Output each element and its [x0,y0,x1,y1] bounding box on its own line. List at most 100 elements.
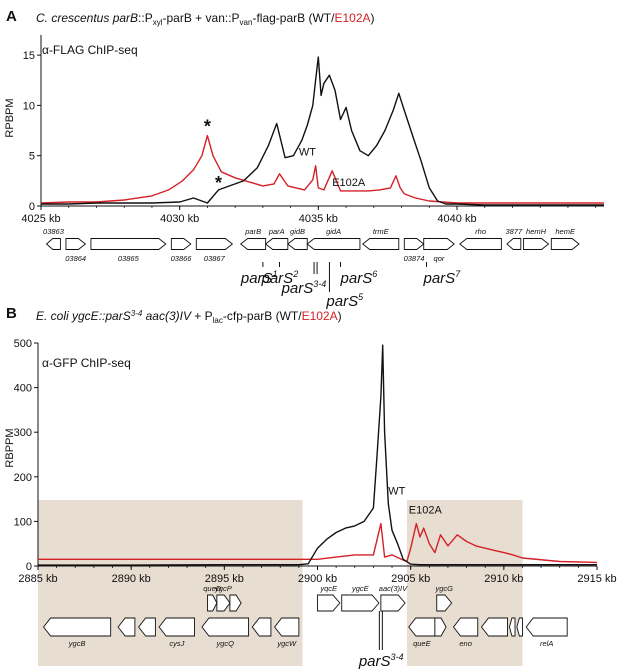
panel-a-gene-label: 03864 [65,254,86,263]
panel-b-gene-label: ygcW [276,639,297,648]
panel-b-gene-arrow [138,617,156,637]
panel-a-gene-arrow [361,238,400,250]
panel-b-y-tick-label: 100 [14,516,32,528]
panel-a-gene-arrow [65,238,87,250]
panel-b-gene-arrow [525,617,568,637]
panel-b-y-axis-label: RBPPM [4,428,16,467]
panel-a-gene-arrow [403,238,425,250]
panel-a-title-mutant: E102A [334,11,370,25]
panel-a-pars-label: parS3-4 [281,279,327,297]
panel-b-pars-label: parS3-4 [358,652,404,670]
panel-a-gene-label: gidA [326,227,341,236]
panel-a-title: C. crescentus parB::Pxyl-parB + van::Pva… [36,11,375,27]
panel-b-gene-arrow [380,594,406,612]
panel-b-title-part: aac(3)IV [142,309,192,323]
panel-a-y-tick-label: 5 [29,151,35,163]
panel-b-gene-arrow [480,617,509,637]
panel-a-y-tick-label: 15 [23,50,35,62]
panel-a-wt-trace [41,56,604,206]
panel-a-gene-label: qor [434,254,445,263]
panel-b-gene-label: ygcB [68,639,86,648]
panel-b-gene-arrow [274,617,300,637]
panel-label-a: A [6,8,17,25]
panel-a-x-tick-label: 4035 kb [299,213,338,225]
panel-b-x-tick-label: 2910 kb [484,573,523,585]
panel-a-gene-map: 03863 03864 03865 03866 03867 parB parA gidB gid… [43,227,580,263]
panel-b-gene-label: yqcE [319,584,338,593]
panel-a-gene-label: parB [244,227,261,236]
panel-a-y-axis-label: RPBPM [4,98,16,137]
panel-a-gene-arrow [195,238,234,250]
panel-b-shaded-regions [38,500,523,666]
panel-b-gene-label: queE [413,639,432,648]
panel-b-title-mutant: E102A [302,309,338,323]
panel-b-e102a-trace [38,522,598,564]
panel-a-gene-label: parA [268,227,285,236]
panel-b-shaded-region [38,500,303,666]
panel-b-gene-arrow [216,594,231,612]
panel-b-gene-arrow [341,594,380,612]
panel-b-title: E. coli ygcE::parS3-4 aac(3)IV + Plac-cf… [36,309,342,325]
panel-b-gene-arrow [251,617,272,637]
panel-b-wt-label: WT [388,486,405,498]
panel-b-gene-label: relA [540,639,553,648]
panel-b-x-tick-label: 2890 kb [112,573,151,585]
panel-b: B E. coli ygcE::parS3-4 aac(3)IV + Plac-… [4,305,617,670]
panel-a-gene-arrow [550,238,580,250]
panel-a-gene-arrow [306,238,361,250]
panel-b-x-tick-label: 2900 kb [298,573,337,585]
panel-b-gene-arrow [452,617,479,637]
panel-a-x-tick-label: 4040 kb [437,213,476,225]
panel-a-gene-arrow [506,238,522,250]
panel-b-traces [38,344,598,566]
panel-label-b: B [6,305,17,322]
panel-a-gene-label: hemE [555,227,576,236]
panel-a-axes: 0 5 10 15 4025 kb 4030 kb 4035 kb 4040 kb [21,35,604,225]
panel-a-pars-label: parS7 [423,269,462,287]
panel-b-gene-arrow [201,617,250,637]
panel-a-pars-label: parS6 [340,269,378,287]
panel-a: A C. crescentus parB::Pxyl-parB + van::P… [4,8,604,310]
panel-a-y-tick-label: 0 [29,201,35,213]
panel-b-y-tick-label: 500 [14,338,32,350]
panel-b-gene-label: eno [459,639,472,648]
panel-a-gene-label: 03865 [118,254,140,263]
panel-b-y-tick-label: 0 [26,561,32,573]
panel-a-x-tick-label: 4030 kb [160,213,199,225]
panel-a-gene-label: 03874 [404,254,425,263]
panel-b-wt-trace [38,344,597,566]
panel-b-x-tick-label: 2915 kb [577,573,616,585]
panel-b-x-tick-label: 2905 kb [391,573,430,585]
panel-b-y-tick-label: 400 [14,383,32,395]
panel-b-shaded-region [406,500,523,666]
panel-a-gene-label: rho [475,227,486,236]
panel-b-y-tick-label: 200 [14,472,32,484]
panel-a-e102a-trace [40,134,604,204]
panel-a-gene-label: gidB [290,227,305,236]
panel-b-x-tick-label: 2885 kb [18,573,57,585]
panel-b-gene-label: ygcQ [216,639,235,648]
panel-b-gene-arrow [229,594,242,612]
panel-b-pars-site: parS3-4 [358,611,404,670]
panel-b-gene-arrow [158,617,195,637]
panel-b-x-tick-label: 2895 kb [205,573,244,585]
panel-a-title-part: ::P [138,11,153,25]
panel-b-title-sub: lac [213,316,223,325]
panel-a-gene-arrow [264,238,289,250]
panel-a-gene-label: 3877 [506,227,524,236]
panel-b-gene-arrow [207,594,218,612]
panel-b-gene-label: ygcE [351,584,370,593]
panel-a-x-tick-label: 4025 kb [21,213,60,225]
panel-a-gene-arrow [459,238,502,250]
panel-a-gene-arrow [90,238,167,250]
panel-b-title-sup: 3-4 [131,309,143,318]
panel-a-title-organism: C. crescentus parB [36,11,138,25]
panel-b-title-organism: E. coli ygcE::parS [36,309,131,323]
panel-a-title-part: ) [371,11,375,25]
panel-b-gene-arrow [434,617,447,637]
panel-b-y-tick-label: 300 [14,427,32,439]
panel-b-gene-label: cysJ [169,639,184,648]
